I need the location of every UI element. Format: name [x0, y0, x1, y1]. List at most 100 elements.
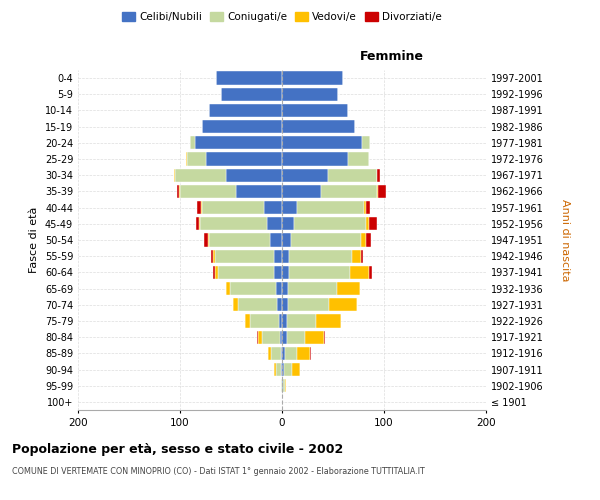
Bar [280, 330, 282, 344]
Bar [271, 346, 281, 360]
Bar [288, 298, 329, 312]
Bar [349, 152, 369, 166]
Bar [282, 104, 349, 117]
Bar [277, 298, 282, 312]
Bar [378, 185, 386, 198]
Bar [187, 152, 206, 166]
Bar [377, 185, 378, 198]
Text: COMUNE DI VERTEMATE CON MINOPRIO (CO) - Dati ISTAT 1° gennaio 2002 - Elaborazion: COMUNE DI VERTEMATE CON MINOPRIO (CO) - … [12, 468, 425, 476]
Bar [294, 217, 365, 230]
Bar [267, 217, 282, 230]
Bar [352, 250, 361, 263]
Bar [174, 168, 175, 182]
Bar [226, 282, 230, 295]
Bar [205, 234, 208, 246]
Bar [175, 168, 226, 182]
Bar [199, 217, 200, 230]
Bar [274, 363, 276, 376]
Bar [337, 282, 359, 295]
Bar [209, 234, 270, 246]
Bar [281, 379, 282, 392]
Bar [218, 266, 274, 279]
Bar [364, 201, 365, 214]
Bar [365, 234, 371, 246]
Bar [177, 185, 179, 198]
Bar [283, 379, 285, 392]
Bar [226, 168, 282, 182]
Bar [287, 330, 305, 344]
Bar [288, 282, 337, 295]
Bar [285, 346, 298, 360]
Bar [202, 201, 263, 214]
Bar [276, 282, 282, 295]
Bar [268, 346, 271, 360]
Legend: Celibi/Nubili, Coniugati/e, Vedovi/e, Divorziati/e: Celibi/Nubili, Coniugati/e, Vedovi/e, Di… [118, 8, 446, 26]
Bar [282, 298, 288, 312]
Bar [202, 120, 282, 134]
Bar [292, 363, 301, 376]
Bar [230, 282, 276, 295]
Bar [211, 250, 212, 263]
Bar [377, 168, 380, 182]
Bar [361, 250, 362, 263]
Bar [282, 314, 287, 328]
Bar [221, 88, 282, 101]
Bar [282, 282, 288, 295]
Bar [362, 136, 370, 149]
Bar [186, 152, 187, 166]
Bar [328, 168, 377, 182]
Bar [206, 152, 282, 166]
Bar [287, 314, 316, 328]
Bar [305, 330, 324, 344]
Text: Popolazione per età, sesso e stato civile - 2002: Popolazione per età, sesso e stato civil… [12, 442, 343, 456]
Bar [329, 298, 358, 312]
Bar [238, 298, 277, 312]
Bar [196, 217, 199, 230]
Bar [196, 136, 282, 149]
Bar [212, 266, 215, 279]
Text: Femmine: Femmine [360, 50, 424, 63]
Bar [236, 185, 282, 198]
Bar [281, 363, 282, 376]
Bar [281, 346, 282, 360]
Bar [282, 346, 285, 360]
Bar [250, 314, 279, 328]
Bar [282, 330, 287, 344]
Bar [282, 266, 289, 279]
Bar [274, 266, 282, 279]
Bar [316, 314, 341, 328]
Bar [285, 379, 286, 392]
Bar [321, 185, 377, 198]
Bar [350, 266, 369, 279]
Bar [310, 346, 311, 360]
Bar [208, 234, 209, 246]
Bar [298, 201, 364, 214]
Bar [282, 168, 328, 182]
Bar [284, 363, 292, 376]
Bar [365, 217, 369, 230]
Bar [212, 250, 215, 263]
Bar [361, 234, 365, 246]
Bar [257, 330, 262, 344]
Bar [216, 72, 282, 85]
Bar [365, 201, 370, 214]
Bar [324, 330, 325, 344]
Bar [289, 250, 352, 263]
Bar [179, 185, 180, 198]
Bar [215, 250, 274, 263]
Y-axis label: Fasce di età: Fasce di età [29, 207, 39, 273]
Bar [233, 298, 238, 312]
Bar [282, 250, 289, 263]
Bar [282, 217, 294, 230]
Bar [200, 217, 267, 230]
Bar [282, 234, 291, 246]
Bar [298, 346, 310, 360]
Bar [369, 217, 377, 230]
Bar [282, 201, 298, 214]
Bar [276, 363, 281, 376]
Bar [291, 234, 361, 246]
Bar [282, 120, 355, 134]
Bar [282, 72, 343, 85]
Bar [274, 250, 282, 263]
Bar [282, 152, 349, 166]
